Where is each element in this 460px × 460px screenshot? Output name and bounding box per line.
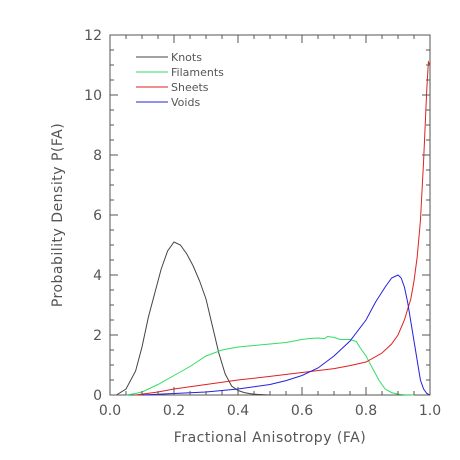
y-tick-label: 8 bbox=[93, 148, 102, 164]
y-tick-label: 10 bbox=[84, 88, 102, 104]
plot-frame bbox=[109, 34, 431, 396]
y-tick-label: 0 bbox=[93, 388, 102, 404]
x-tick-label: 0.2 bbox=[163, 403, 185, 419]
legend-label-sheets: Sheets bbox=[171, 81, 209, 94]
legend-label-filaments: Filaments bbox=[171, 66, 224, 79]
x-tick-label: 1.0 bbox=[419, 403, 441, 419]
x-tick-label: 0.8 bbox=[355, 403, 377, 419]
series-line-filaments bbox=[125, 335, 415, 396]
y-tick-label: 12 bbox=[84, 28, 102, 44]
series-line-knots bbox=[116, 241, 271, 396]
x-tick-label: 0.0 bbox=[99, 403, 121, 419]
legend-label-knots: Knots bbox=[171, 51, 202, 64]
y-tick-label: 4 bbox=[93, 268, 102, 284]
tick-layer: 0.0 0.2 0.4 0.6 0.8 1.0 0 2 4 6 8 10 12 bbox=[84, 28, 441, 419]
y-tick-label: 6 bbox=[93, 208, 102, 224]
series-line-sheets bbox=[135, 60, 431, 396]
series-line-voids bbox=[141, 274, 431, 396]
x-axis-title: Fractional Anisotropy (FA) bbox=[174, 430, 366, 446]
legend-label-voids: Voids bbox=[171, 96, 200, 109]
legend: Knots Filaments Sheets Voids bbox=[136, 51, 224, 109]
y-axis-title: Probability Density P(FA) bbox=[50, 123, 66, 307]
series-layer bbox=[116, 60, 431, 396]
y-tick-label: 2 bbox=[93, 328, 102, 344]
x-tick-label: 0.6 bbox=[291, 403, 313, 419]
x-tick-label: 0.4 bbox=[227, 403, 249, 419]
plot-border bbox=[109, 34, 431, 396]
